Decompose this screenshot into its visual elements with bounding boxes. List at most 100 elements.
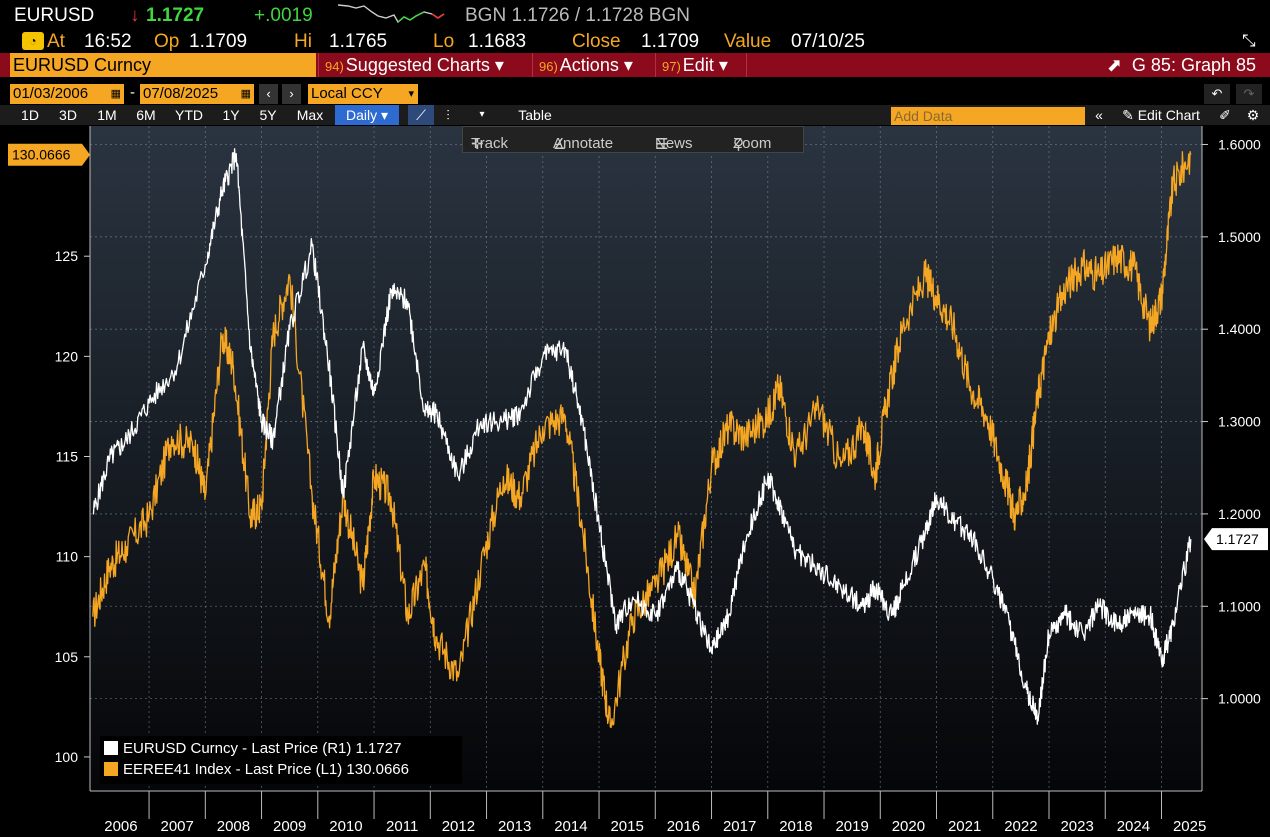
period-1m[interactable]: 1M — [97, 107, 117, 123]
period-max[interactable]: Max — [296, 107, 324, 123]
x-tick-label: 2013 — [498, 818, 531, 835]
left-tick-label: 115 — [56, 448, 79, 464]
last-value-tag-right — [1204, 528, 1268, 551]
suggested-charts-menu[interactable]: 94) Suggested Charts ▾ — [325, 53, 504, 77]
chevron-down-icon[interactable]: ▾ — [479, 109, 485, 120]
date-bar: 01/03/2006 ▦ - 07/08/2025 ▦ ‹ › Local CCY ▾… — [0, 84, 1270, 104]
gauge-icon[interactable]: ◔ — [22, 32, 44, 50]
brush-icon[interactable]: ✐ — [1219, 107, 1231, 123]
left-tick-label: 110 — [56, 549, 79, 565]
zoom-label: Zoom — [733, 135, 772, 152]
prev-period-button[interactable]: ‹ — [259, 84, 278, 104]
graph-name[interactable]: ⬈ G 85: Graph 85 — [1107, 53, 1256, 77]
undo-button[interactable]: ↶ — [1204, 84, 1230, 104]
period-5y[interactable]: 5Y — [259, 107, 277, 123]
divider — [318, 53, 319, 77]
frequency-select[interactable]: Daily ▾ — [335, 105, 399, 125]
period-1d[interactable]: 1D — [21, 107, 39, 123]
add-data-input[interactable]: Add Data — [891, 107, 1085, 125]
legend-swatch — [104, 762, 118, 776]
security-field[interactable]: EURUSD Curncy — [10, 53, 316, 77]
x-tick-label: 2012 — [442, 818, 475, 835]
legend-item-eurusd[interactable]: EURUSD Curncy - Last Price (R1) 1.1727 — [104, 740, 401, 757]
x-tick-label: 2007 — [160, 818, 193, 835]
left-axis: 100 105 110 115 120 125 — [55, 126, 91, 791]
at-label: At — [47, 31, 65, 52]
x-tick-label: 2006 — [104, 818, 137, 835]
value-date: 07/10/25 — [791, 31, 865, 52]
right-tick-label: 1.0000 — [1218, 691, 1261, 707]
next-period-button[interactable]: › — [282, 84, 301, 104]
left-tick-label: 100 — [55, 749, 79, 765]
left-tick-label: 125 — [55, 248, 79, 264]
x-tick-label: 2014 — [554, 818, 587, 835]
menu-label: Edit ▾ — [682, 55, 728, 75]
calendar-icon: ▦ — [240, 88, 251, 100]
close-label: Close — [572, 31, 621, 52]
right-tick-label: 1.3000 — [1218, 414, 1261, 430]
bar-type-icon[interactable]: ⫶ — [446, 107, 450, 123]
menu-label: Actions ▾ — [559, 55, 633, 75]
ticker-bar: EURUSD ↓ 1.1727 +.0019 BGN 1.1726 / 1.17… — [0, 0, 1270, 30]
close-value: 1.1709 — [641, 31, 700, 52]
period-ytd[interactable]: YTD — [175, 107, 203, 123]
actions-menu[interactable]: 96) Actions ▾ — [539, 53, 633, 77]
down-arrow-icon: ↓ — [130, 5, 140, 26]
series-line-eeree41 — [92, 150, 1192, 729]
table-button[interactable]: Table — [518, 107, 552, 123]
title-bar: EURUSD Curncy 94) Suggested Charts ▾ 96) A… — [0, 53, 1270, 77]
currency-select[interactable]: Local CCY ▾ — [308, 84, 418, 104]
popout-icon[interactable]: ⤡ — [1242, 31, 1256, 50]
period-1y[interactable]: 1Y — [222, 107, 240, 123]
edit-menu[interactable]: 97) Edit ▾ — [662, 53, 728, 77]
price-change: +.0019 — [254, 5, 313, 26]
series-line-eurusd — [92, 148, 1192, 725]
last-value-left: 130.0666 — [12, 147, 71, 163]
last-value-markers: 130.0666 1.1727 — [8, 143, 1268, 551]
pencil-icon: ✎ — [1122, 107, 1138, 123]
crosshair-icon: ✛ — [471, 136, 484, 153]
news-icon: ☰ — [655, 136, 669, 153]
currency-value: Local CCY — [311, 85, 383, 102]
open-label: Op — [154, 31, 180, 52]
period-toolbar: 1D 3D 1M 6M YTD 1Y 5Y Max Daily ▾ ⟋ ⫶ ▾ … — [0, 105, 1270, 125]
collapse-icon[interactable]: « — [1095, 107, 1103, 123]
gear-icon[interactable]: ⚙ — [1246, 107, 1260, 123]
divider — [532, 53, 533, 77]
x-tick-label: 2008 — [217, 818, 250, 835]
right-tick-label: 1.6000 — [1218, 136, 1261, 152]
chart-area[interactable]: 100 105 110 115 120 125 1.0000 1.1000 1.2000 1.3… — [0, 126, 1270, 837]
divider — [746, 53, 747, 77]
left-tick-label: 105 — [55, 649, 79, 665]
line-chart-icon[interactable]: ⟋ — [408, 105, 434, 125]
x-tick-label: 2015 — [610, 818, 643, 835]
graph-label: G 85: Graph 85 — [1131, 55, 1256, 75]
period-3d[interactable]: 3D — [59, 107, 77, 123]
x-tick-label: 2019 — [835, 818, 868, 835]
low-label: Lo — [433, 31, 455, 52]
edit-chart-label: Edit Chart — [1137, 107, 1200, 123]
legend-label: EEREE41 Index - Last Price (L1) 130.0666 — [123, 761, 409, 778]
redo-button[interactable]: ↷ — [1236, 84, 1262, 104]
low-value: 1.1683 — [468, 31, 527, 52]
left-tick-label: 120 — [55, 348, 79, 364]
x-tick-label: 2021 — [948, 818, 981, 835]
legend-label: EURUSD Curncy - Last Price (R1) 1.1727 — [123, 740, 402, 757]
legend-item-eeree41[interactable]: EEREE41 Index - Last Price (L1) 130.0666 — [104, 761, 409, 778]
magnifier-icon: ⚲ — [733, 136, 744, 153]
menu-number: 96) — [539, 59, 558, 74]
menu-number: 94) — [325, 59, 344, 74]
x-tick-label: 2009 — [273, 818, 306, 835]
edit-chart-button[interactable]: ✎ Edit Chart — [1114, 105, 1208, 125]
ticker-symbol[interactable]: EURUSD — [14, 5, 95, 26]
date-separator: - — [130, 84, 135, 101]
at-value: 16:52 — [84, 31, 132, 52]
gridlines — [90, 126, 1202, 791]
x-tick-label: 2025 — [1173, 818, 1206, 835]
annotate-label: Annotate — [553, 135, 614, 152]
chart-legend: EURUSD Curncy - Last Price (R1) 1.1727 E… — [100, 736, 462, 784]
period-6m[interactable]: 6M — [136, 107, 156, 123]
end-date-field[interactable]: 07/08/2025 ▦ — [140, 84, 254, 104]
start-date-field[interactable]: 01/03/2006 ▦ — [10, 84, 124, 104]
plot-background — [90, 126, 1202, 791]
